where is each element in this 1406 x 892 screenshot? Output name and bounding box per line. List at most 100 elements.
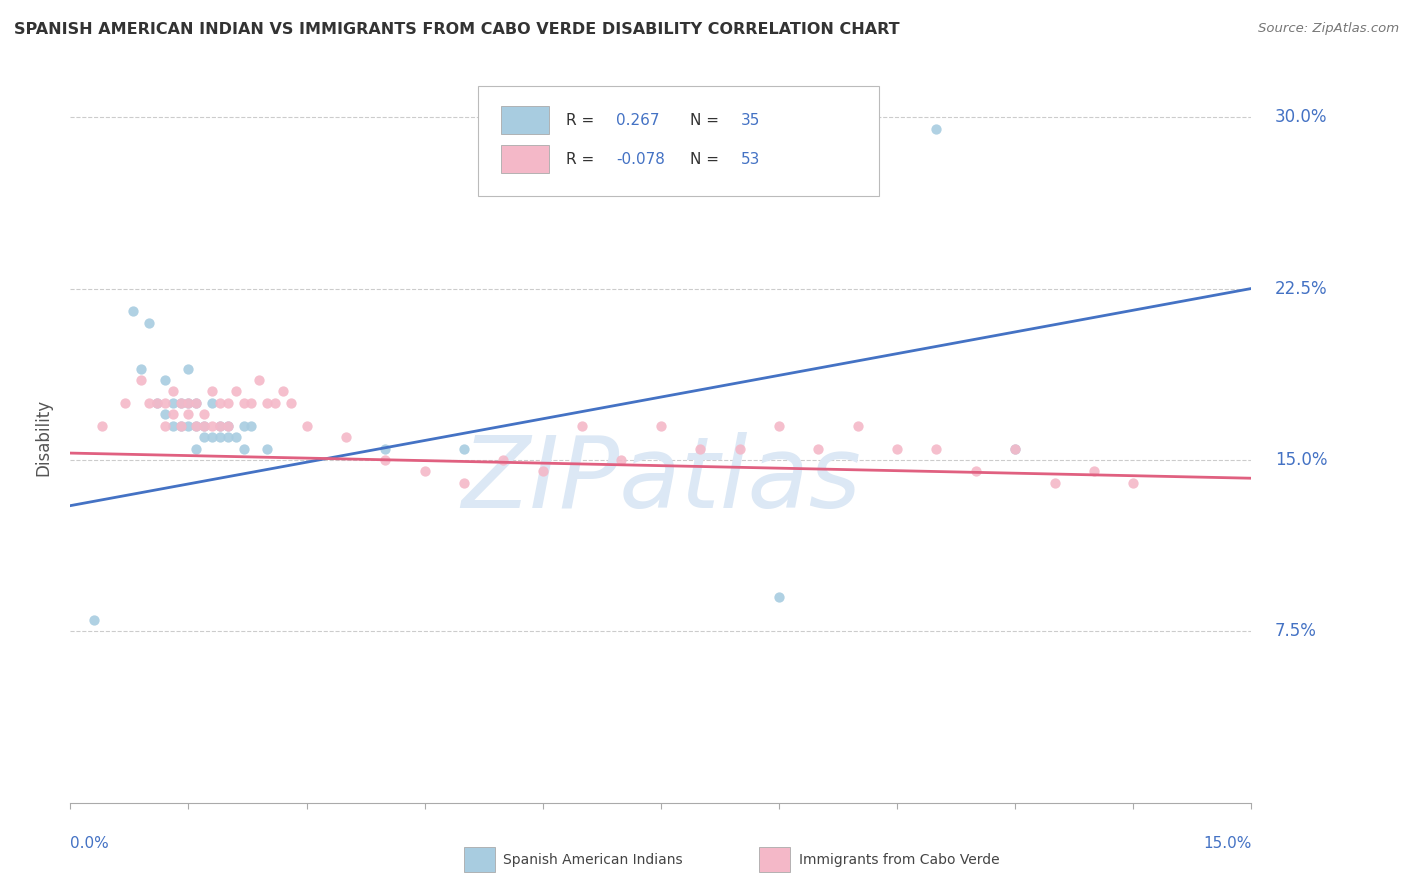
Point: [965, 464, 987, 478]
Point: [138, 316, 160, 330]
Point: [162, 418, 184, 433]
Text: 35: 35: [741, 113, 761, 128]
Point: [232, 442, 254, 456]
Text: N =: N =: [690, 152, 724, 167]
Point: [162, 396, 184, 410]
Point: [153, 418, 176, 433]
Point: [186, 418, 208, 433]
Point: [177, 396, 200, 410]
Point: [256, 396, 278, 410]
Point: [280, 396, 302, 410]
Point: [571, 418, 593, 433]
Point: [610, 453, 633, 467]
Point: [492, 453, 515, 467]
Point: [1083, 464, 1105, 478]
Text: Source: ZipAtlas.com: Source: ZipAtlas.com: [1258, 22, 1399, 36]
Point: [807, 442, 830, 456]
Point: [177, 396, 200, 410]
Point: [217, 418, 239, 433]
Text: N =: N =: [690, 113, 724, 128]
Point: [768, 418, 790, 433]
Point: [153, 407, 176, 421]
Point: [650, 418, 672, 433]
Point: [177, 418, 200, 433]
Point: [413, 464, 436, 478]
Point: [295, 418, 318, 433]
Point: [186, 396, 208, 410]
Point: [225, 384, 247, 399]
Point: [208, 396, 231, 410]
Point: [90, 418, 112, 433]
Point: [1122, 475, 1144, 490]
Point: [768, 590, 790, 604]
Point: [186, 418, 208, 433]
Point: [177, 407, 200, 421]
Y-axis label: Disability: Disability: [34, 399, 52, 475]
Text: -0.078: -0.078: [616, 152, 665, 167]
Point: [217, 396, 239, 410]
Text: 53: 53: [741, 152, 761, 167]
Point: [453, 442, 475, 456]
Point: [169, 418, 191, 433]
Point: [217, 430, 239, 444]
Point: [217, 418, 239, 433]
Point: [146, 396, 169, 410]
Text: 30.0%: 30.0%: [1275, 108, 1327, 126]
Point: [162, 384, 184, 399]
Point: [169, 396, 191, 410]
Point: [193, 418, 215, 433]
Point: [374, 453, 396, 467]
FancyBboxPatch shape: [478, 86, 879, 195]
Point: [193, 430, 215, 444]
Text: 7.5%: 7.5%: [1275, 623, 1317, 640]
Point: [1004, 442, 1026, 456]
Point: [531, 464, 554, 478]
Point: [232, 418, 254, 433]
Point: [193, 407, 215, 421]
Text: 15.0%: 15.0%: [1204, 836, 1251, 851]
Text: ZIPatlas: ZIPatlas: [461, 433, 860, 530]
Text: Spanish American Indians: Spanish American Indians: [503, 853, 683, 867]
Text: SPANISH AMERICAN INDIAN VS IMMIGRANTS FROM CABO VERDE DISABILITY CORRELATION CHA: SPANISH AMERICAN INDIAN VS IMMIGRANTS FR…: [14, 22, 900, 37]
Point: [201, 396, 224, 410]
Point: [271, 384, 294, 399]
Point: [453, 475, 475, 490]
Point: [925, 121, 948, 136]
Text: Immigrants from Cabo Verde: Immigrants from Cabo Verde: [799, 853, 1000, 867]
Point: [886, 442, 908, 456]
Point: [925, 442, 948, 456]
Text: 15.0%: 15.0%: [1275, 451, 1327, 469]
Point: [1043, 475, 1066, 490]
Point: [83, 613, 105, 627]
Point: [208, 418, 231, 433]
Point: [201, 430, 224, 444]
FancyBboxPatch shape: [502, 145, 548, 173]
Point: [728, 442, 751, 456]
Point: [138, 396, 160, 410]
Point: [153, 373, 176, 387]
FancyBboxPatch shape: [502, 106, 548, 135]
Point: [374, 442, 396, 456]
Text: 22.5%: 22.5%: [1275, 279, 1327, 298]
Point: [146, 396, 169, 410]
Point: [247, 373, 270, 387]
Text: R =: R =: [567, 113, 599, 128]
Point: [689, 442, 711, 456]
Point: [114, 396, 136, 410]
Point: [264, 396, 287, 410]
Point: [177, 361, 200, 376]
Point: [846, 418, 869, 433]
Point: [240, 396, 263, 410]
Text: 0.267: 0.267: [616, 113, 659, 128]
Point: [186, 396, 208, 410]
Point: [208, 418, 231, 433]
Text: R =: R =: [567, 152, 599, 167]
Point: [240, 418, 263, 433]
FancyBboxPatch shape: [759, 847, 790, 872]
Point: [129, 373, 152, 387]
Point: [201, 384, 224, 399]
Point: [256, 442, 278, 456]
Point: [162, 407, 184, 421]
Point: [193, 418, 215, 433]
Point: [335, 430, 357, 444]
